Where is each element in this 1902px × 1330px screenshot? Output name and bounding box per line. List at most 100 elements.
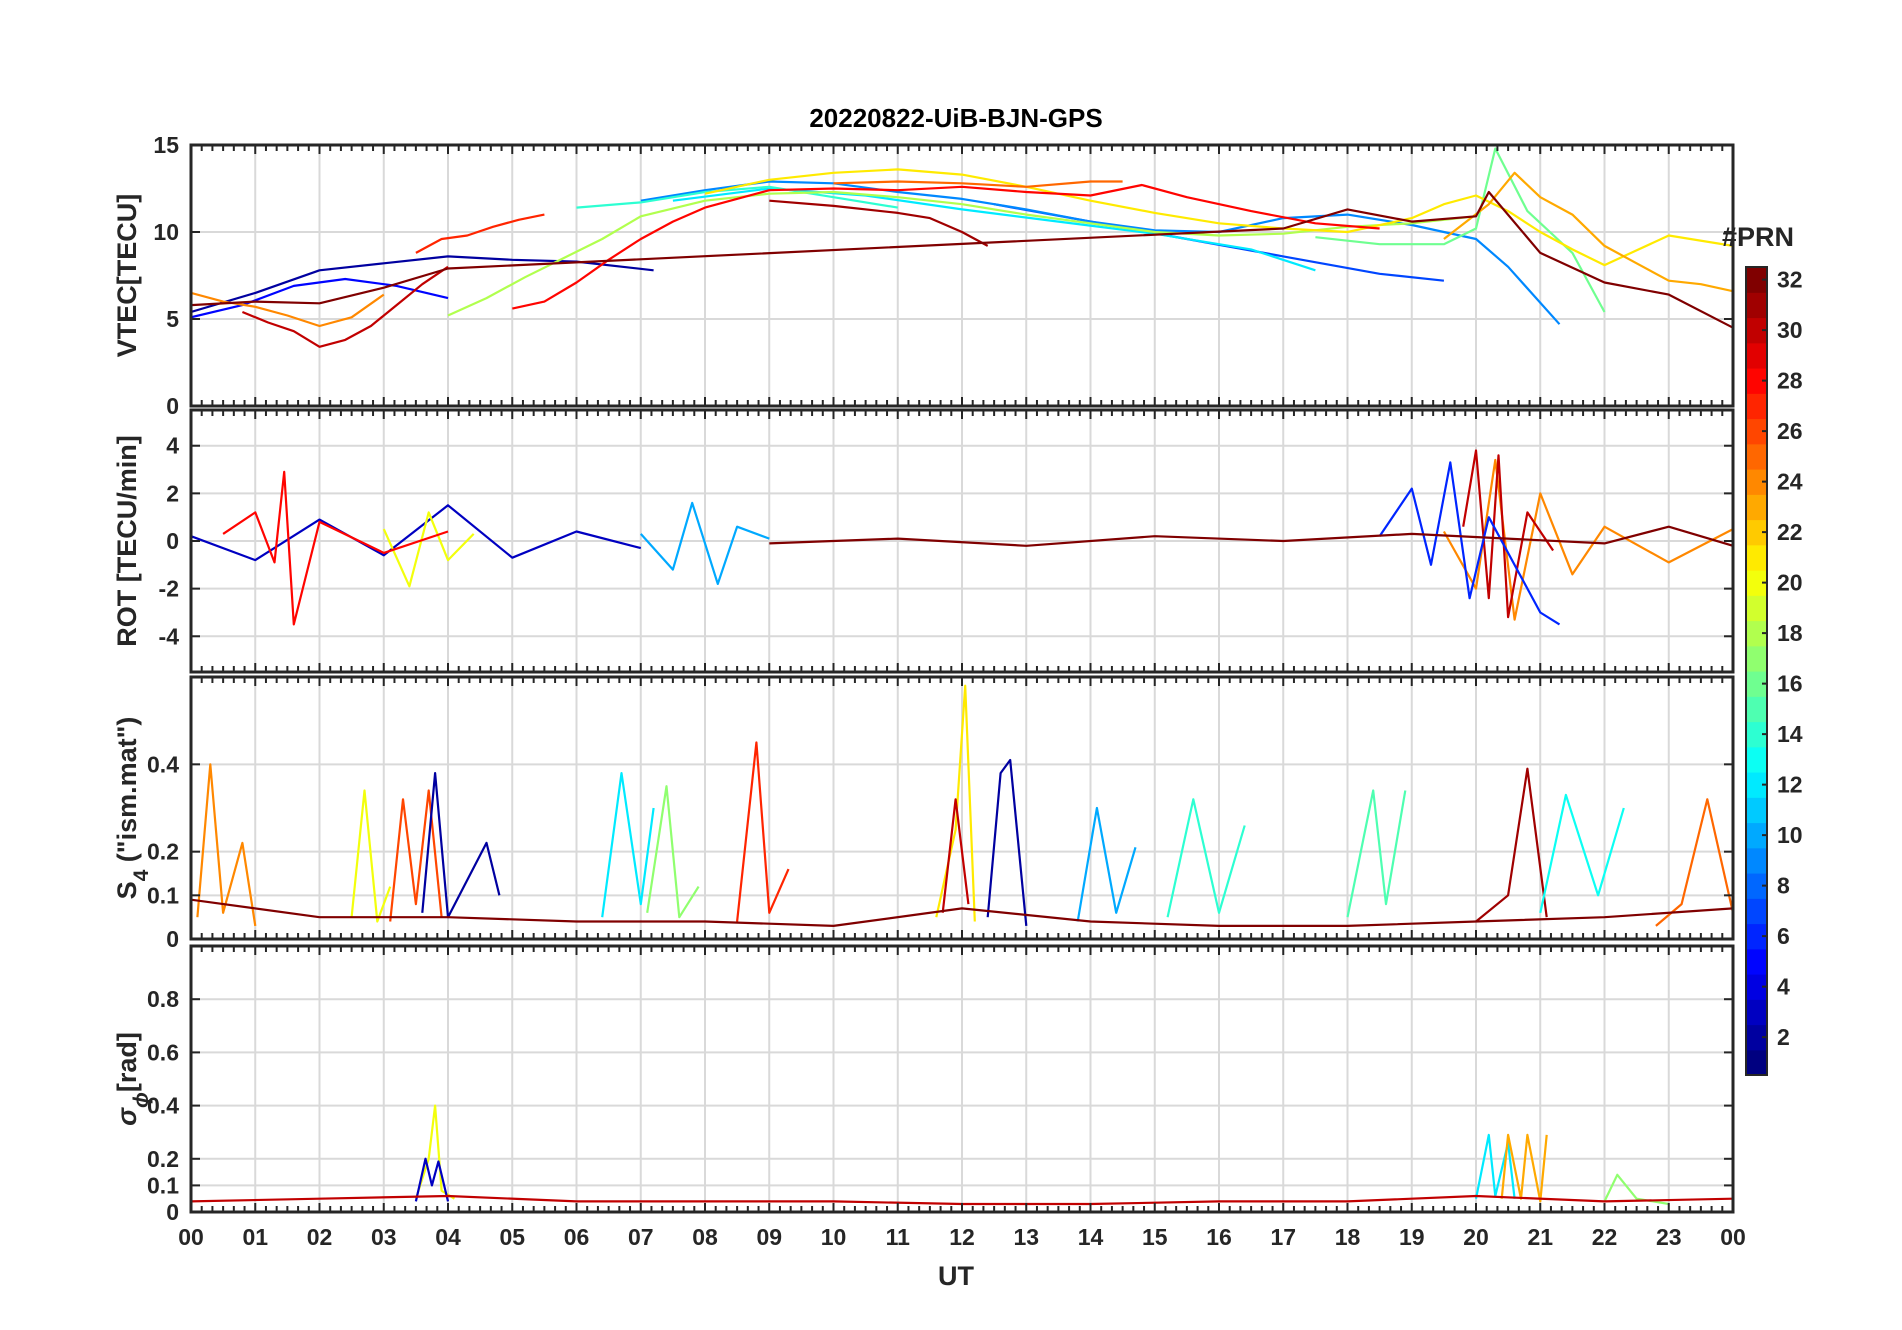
y-axis-label-s4: S4 ("ism.mat") [112, 717, 153, 900]
colorbar-segment [1746, 620, 1767, 647]
colorbar-segment [1746, 267, 1767, 293]
x-tick-label: 11 [886, 1224, 911, 1250]
colorbar-segment [1746, 746, 1767, 773]
y-tick-label: 0.2 [147, 839, 179, 865]
series-line-prn-15 [1346, 789, 1407, 918]
colorbar-segment [1746, 772, 1767, 798]
colorbar-segment [1746, 418, 1767, 445]
y-tick-label: 15 [153, 132, 179, 158]
series-line-prn-2 [191, 255, 654, 314]
y-tick-label: 0.8 [147, 986, 179, 1012]
colorbar-segment [1746, 948, 1767, 975]
colorbar-segment [1746, 544, 1767, 571]
colorbar-segment [1746, 1049, 1767, 1076]
y-tick-label: 0.4 [147, 1093, 179, 1119]
colorbar-tick-label: 2 [1777, 1024, 1790, 1050]
chart-title: 20220822-UiB-BJN-GPS [809, 103, 1102, 133]
colorbar-segment [1746, 696, 1767, 723]
series-line-prn-3 [414, 1157, 450, 1202]
y-tick-label: 0 [166, 1199, 179, 1225]
series-line-prn-3 [191, 504, 642, 562]
x-tick-label: 09 [756, 1224, 782, 1250]
series-line-prn-32 [191, 190, 1733, 329]
x-tick-label: 21 [1527, 1224, 1553, 1250]
x-tick-label: 04 [435, 1224, 461, 1250]
x-tick-label: 16 [1206, 1224, 1232, 1250]
y-tick-label: 0.1 [147, 1172, 179, 1198]
colorbar-segment [1746, 519, 1767, 546]
colorbar-segment [1746, 671, 1767, 697]
series-line-prn-6 [1378, 461, 1561, 626]
colorbar-tick-label: 20 [1777, 570, 1803, 596]
series-line-prn-31 [769, 199, 989, 247]
colorbar-label: #PRN [1722, 222, 1794, 252]
y-tick-label: -4 [159, 623, 180, 649]
axes-frame [189, 944, 1735, 1214]
y-tick-label: 2 [166, 480, 179, 506]
colorbar-segment [1746, 443, 1767, 470]
colorbar-segment [1746, 923, 1767, 950]
y-tick-label: 0.6 [147, 1039, 179, 1065]
series-line-prn-21 [704, 168, 1733, 267]
series-line-prn-23 [1443, 171, 1733, 293]
colorbar-segment [1746, 494, 1767, 521]
colorbar-segment [1746, 822, 1767, 849]
series-line-prn-27 [415, 213, 545, 254]
series-line-prn-25 [1655, 798, 1733, 927]
series-line-prn-28 [222, 470, 449, 626]
y-tick-label: 5 [166, 306, 179, 332]
series-line-prn-20 [382, 511, 475, 588]
series-line-prn-23 [1500, 1133, 1548, 1203]
colorbar-segment [1746, 797, 1767, 824]
series-line-prn-21 [935, 684, 976, 922]
x-tick-label: 01 [242, 1224, 268, 1250]
x-tick-label: 19 [1399, 1224, 1425, 1250]
x-tick-label: 07 [628, 1224, 654, 1250]
x-tick-label: 23 [1656, 1224, 1682, 1250]
y-tick-label: 10 [153, 219, 179, 245]
x-tick-label: 12 [949, 1224, 975, 1250]
colorbar-segment [1746, 999, 1767, 1026]
y-tick-label: 0.1 [147, 882, 179, 908]
series-line-prn-14 [576, 185, 898, 209]
sigma-phi-panel: 00.10.2 0.4 0.6 0.8 σϕ[rad] [112, 944, 1735, 1225]
series-line-prn-25 [833, 180, 1123, 188]
y-axis-label-rot: ROT [TECU/min] [112, 435, 142, 646]
colorbar-tick-label: 6 [1777, 923, 1790, 949]
series-line-prn-13 [1539, 793, 1625, 914]
x-axis-label: UT [938, 1261, 974, 1291]
series-line-prn-27 [736, 741, 790, 922]
colorbar-segment [1746, 721, 1767, 748]
axes-frame [189, 408, 1735, 674]
series-line-prn-31 [1475, 767, 1548, 923]
colorbar-segment [1746, 898, 1767, 925]
colorbar-tick-label: 28 [1777, 368, 1803, 394]
colorbar-segment [1746, 847, 1767, 874]
series-line-prn-10 [639, 501, 770, 586]
colorbar-tick-label: 30 [1777, 317, 1803, 343]
x-tick-label: 03 [371, 1224, 397, 1250]
series-line-prn-28 [512, 183, 1380, 310]
colorbar-segment [1746, 570, 1767, 596]
x-tick-label: 06 [564, 1224, 590, 1250]
y-tick-label: -2 [159, 576, 179, 602]
series-group [191, 684, 1733, 928]
colorbar-segment [1746, 393, 1767, 420]
series-line-prn-9 [640, 180, 1561, 325]
colorbar-segment [1746, 873, 1767, 899]
colorbar-frame [1745, 266, 1768, 1076]
x-tick-label: 02 [307, 1224, 333, 1250]
series-line-prn-2 [986, 758, 1028, 927]
series-line-prn-30 [941, 798, 970, 913]
y-tick-label: 0 [166, 528, 179, 554]
series-line-prn-24 [196, 763, 257, 927]
colorbar-tick-label: 12 [1777, 772, 1803, 798]
colorbar-segment [1746, 469, 1767, 495]
series-line-prn-30 [241, 265, 449, 348]
colorbar-segment [1746, 974, 1767, 1000]
series-line-prn-12 [601, 771, 655, 918]
colorbar-tick-label: 24 [1777, 469, 1803, 495]
y-tick-label: 0.2 [147, 1146, 179, 1172]
